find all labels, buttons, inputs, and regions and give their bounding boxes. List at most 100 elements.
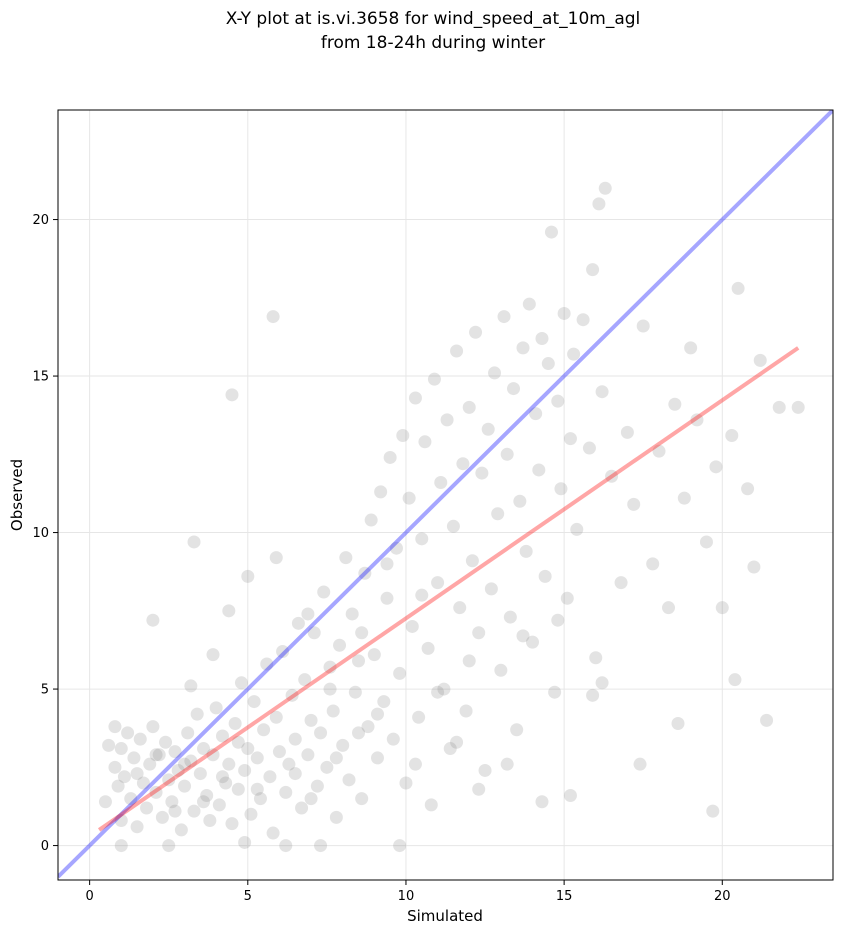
data-point xyxy=(336,738,350,752)
data-point xyxy=(652,444,666,458)
x-tick-label: 5 xyxy=(244,889,252,904)
data-point xyxy=(209,701,223,715)
data-point xyxy=(117,770,131,784)
data-point xyxy=(98,795,112,809)
data-point xyxy=(197,742,211,756)
data-point xyxy=(386,732,400,746)
data-point xyxy=(519,544,533,558)
data-point xyxy=(162,773,176,787)
data-point xyxy=(715,601,729,615)
data-point xyxy=(380,557,394,571)
data-point xyxy=(231,782,245,796)
data-point xyxy=(102,738,116,752)
data-point xyxy=(668,397,682,411)
data-point xyxy=(472,782,486,796)
data-point xyxy=(108,720,122,734)
data-point xyxy=(421,641,435,655)
data-point xyxy=(503,610,517,624)
data-point xyxy=(234,676,248,690)
data-point xyxy=(500,757,514,771)
data-point xyxy=(548,685,562,699)
data-point xyxy=(551,394,565,408)
data-point xyxy=(677,491,691,505)
data-point xyxy=(484,582,498,596)
data-point xyxy=(478,763,492,777)
plot-frame xyxy=(57,109,834,881)
data-point xyxy=(377,695,391,709)
data-point xyxy=(329,751,343,765)
data-point xyxy=(465,554,479,568)
data-point xyxy=(453,601,467,615)
data-point xyxy=(136,776,150,790)
data-point xyxy=(269,710,283,724)
data-point xyxy=(127,751,141,765)
lines-layer xyxy=(58,110,833,879)
data-point xyxy=(633,757,647,771)
data-point xyxy=(162,839,176,853)
data-point xyxy=(529,407,543,421)
data-point xyxy=(165,795,179,809)
data-point xyxy=(408,391,422,405)
data-point xyxy=(598,181,612,195)
data-point xyxy=(222,757,236,771)
data-point xyxy=(408,757,422,771)
data-point xyxy=(462,400,476,414)
data-point xyxy=(260,657,274,671)
data-point xyxy=(516,341,530,355)
data-point xyxy=(279,785,293,799)
data-point xyxy=(111,779,125,793)
data-point xyxy=(709,460,723,474)
data-point xyxy=(206,648,220,662)
data-point xyxy=(168,804,182,818)
data-point xyxy=(446,519,460,533)
data-point xyxy=(563,432,577,446)
data-point xyxy=(108,760,122,774)
data-point xyxy=(323,660,337,674)
data-point xyxy=(348,685,362,699)
data-point xyxy=(557,306,571,320)
data-point xyxy=(310,779,324,793)
x-tick-label: 10 xyxy=(398,889,415,904)
data-point xyxy=(535,795,549,809)
data-point xyxy=(266,310,280,324)
data-point xyxy=(197,795,211,809)
data-point xyxy=(231,735,245,749)
regression-line xyxy=(97,346,800,832)
data-point xyxy=(244,807,258,821)
data-point xyxy=(443,742,457,756)
data-point xyxy=(563,788,577,802)
data-point xyxy=(459,704,473,718)
data-point xyxy=(146,613,160,627)
x-tick-label: 15 xyxy=(556,889,573,904)
data-point xyxy=(472,626,486,640)
data-point xyxy=(193,767,207,781)
data-point xyxy=(570,522,584,536)
data-point xyxy=(389,541,403,555)
data-point xyxy=(253,792,267,806)
data-point xyxy=(532,463,546,477)
y-tick-label: 0 xyxy=(41,839,49,854)
data-point xyxy=(589,651,603,665)
data-point xyxy=(728,673,742,687)
data-point xyxy=(475,466,489,480)
data-point xyxy=(272,745,286,759)
data-point xyxy=(367,648,381,662)
data-point xyxy=(462,654,476,668)
data-point xyxy=(760,713,774,727)
data-point xyxy=(225,817,239,831)
data-point xyxy=(725,429,739,443)
data-point xyxy=(238,763,252,777)
chart-title-line-1: X-Y plot at is.vi.3658 for wind_speed_at… xyxy=(226,9,641,29)
y-tick-label: 20 xyxy=(32,213,49,228)
data-point xyxy=(361,720,375,734)
x-tick-label: 20 xyxy=(714,889,731,904)
data-point xyxy=(690,413,704,427)
data-point xyxy=(241,569,255,583)
data-point xyxy=(450,344,464,358)
data-point xyxy=(181,726,195,740)
data-point xyxy=(250,751,264,765)
data-point xyxy=(699,535,713,549)
data-point xyxy=(437,682,451,696)
data-point xyxy=(317,585,331,599)
